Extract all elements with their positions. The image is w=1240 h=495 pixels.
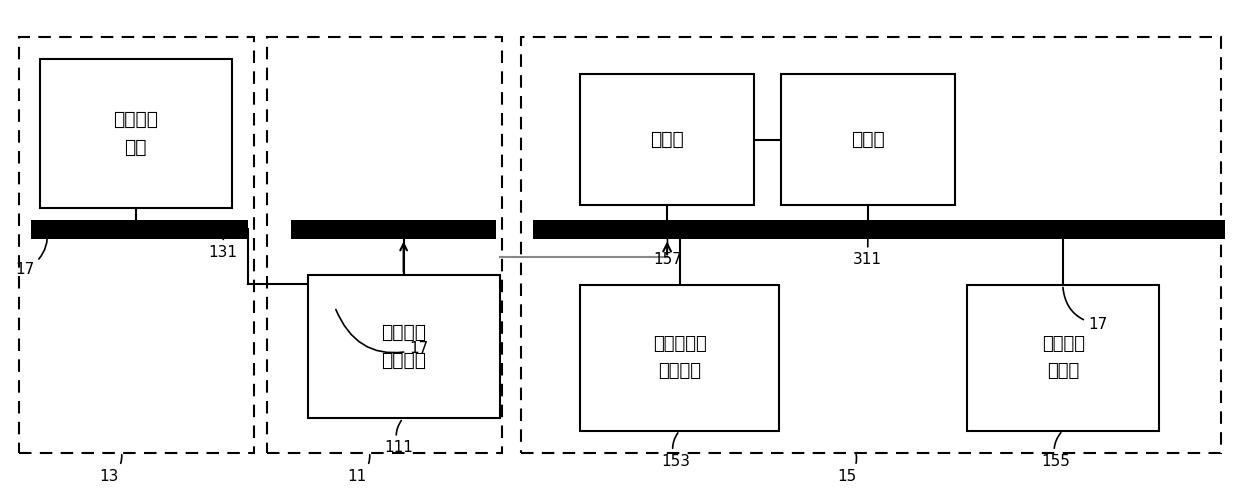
Bar	[533, 220, 1225, 239]
Text: 11: 11	[347, 455, 370, 484]
Text: 17: 17	[336, 309, 429, 356]
Text: 服务器: 服务器	[851, 130, 885, 149]
Text: 111: 111	[384, 420, 413, 455]
Bar	[267, 37, 502, 453]
Bar	[521, 37, 1221, 453]
Text: 311: 311	[853, 228, 882, 267]
Text: 17: 17	[15, 231, 47, 277]
Text: 131: 131	[208, 229, 237, 260]
Bar	[19, 37, 254, 453]
Text: 在线监测
装置: 在线监测 装置	[113, 110, 159, 157]
Text: 13: 13	[99, 455, 122, 484]
Text: 一次设备
监控装置: 一次设备 监控装置	[381, 323, 427, 370]
Bar	[580, 285, 779, 431]
Text: 155: 155	[1042, 433, 1070, 469]
Text: 15: 15	[837, 454, 857, 484]
Bar	[580, 74, 754, 205]
Bar	[967, 285, 1159, 431]
Text: 153: 153	[661, 433, 689, 469]
Text: 机器人巡
检装置: 机器人巡 检装置	[1042, 336, 1085, 380]
Text: 变电站外部
监控装置: 变电站外部 监控装置	[652, 336, 707, 380]
Bar	[291, 220, 496, 239]
Bar	[31, 220, 248, 239]
Bar	[308, 275, 500, 418]
Text: 显示器: 显示器	[650, 130, 684, 149]
Text: 17: 17	[1063, 288, 1109, 332]
Text: 157: 157	[653, 228, 682, 267]
Bar	[40, 59, 232, 208]
Bar	[781, 74, 955, 205]
